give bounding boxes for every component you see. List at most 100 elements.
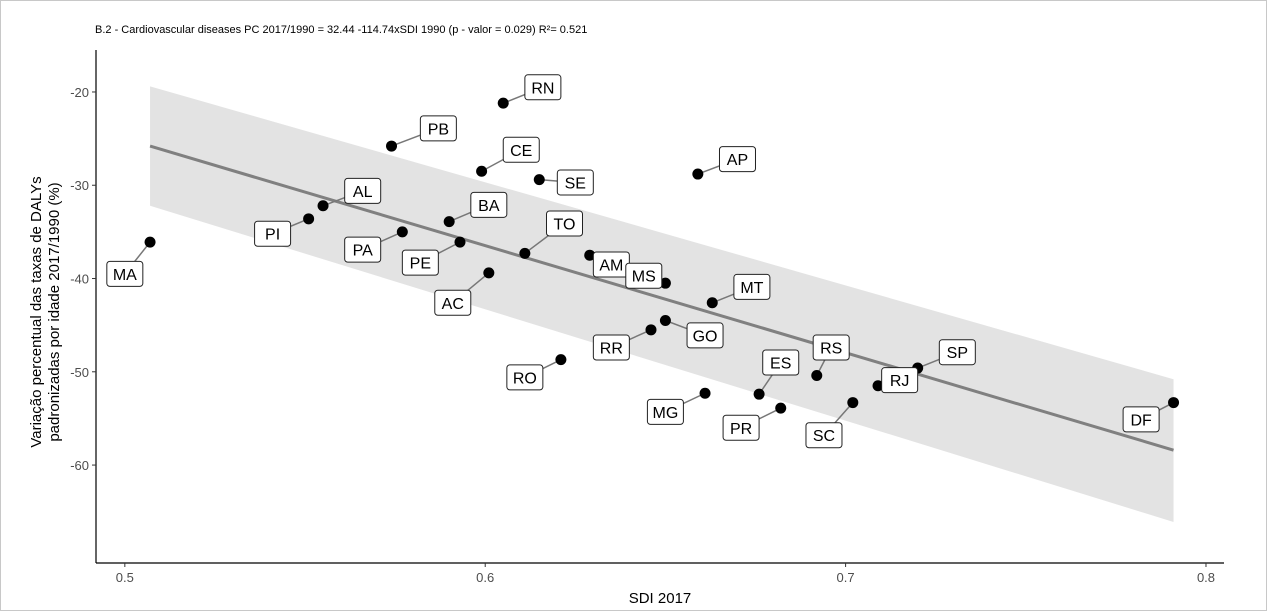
y-tick-label: -20 (70, 85, 89, 100)
label-text-ce: CE (510, 143, 532, 160)
point-pb (386, 140, 398, 152)
label-box-es (762, 349, 800, 376)
label-go: GO (686, 322, 724, 349)
label-text-am: AM (599, 258, 623, 275)
label-ba: BA (470, 191, 508, 218)
label-box-ms (625, 262, 663, 289)
label-box-pi (254, 220, 292, 247)
y-axis-title: Variação percentual das taxas de DALYs p… (28, 176, 63, 447)
label-text-pe: PE (410, 256, 431, 273)
label-box-rj (881, 367, 919, 394)
label-pi: PI (254, 220, 292, 247)
point-rn (497, 97, 509, 109)
label-ma: MA (106, 260, 144, 287)
label-text-rn: RN (531, 80, 554, 97)
confidence-band-layer (150, 86, 1174, 522)
label-pa: PA (344, 236, 382, 263)
label-text-sp: SP (947, 345, 968, 362)
y-tick-label: -60 (70, 458, 89, 473)
label-sc: SC (805, 422, 843, 449)
x-tick-label: 0.6 (476, 570, 494, 585)
label-text-se: SE (565, 175, 586, 192)
label-ro: RO (506, 364, 544, 391)
label-text-df: DF (1130, 412, 1152, 429)
label-text-al: AL (353, 184, 373, 201)
label-box-df (1122, 406, 1160, 433)
point-ce (476, 165, 488, 177)
axis-layer: 0.5 0.6 0.7 0.8 -20 -30 -40 -50 -60 (70, 50, 1224, 585)
point-ba (443, 216, 455, 228)
label-pb: PB (419, 115, 457, 142)
label-box-to (545, 210, 583, 237)
label-ms: MS (625, 262, 663, 289)
label-text-ms: MS (632, 269, 656, 286)
x-tick-label: 0.8 (1197, 570, 1215, 585)
point-rr (645, 324, 657, 336)
point-go (659, 314, 671, 326)
label-box-ma (106, 260, 144, 287)
label-df: DF (1122, 406, 1160, 433)
label-box-rn (524, 74, 562, 101)
label-box-al (344, 177, 382, 204)
point-ap (692, 168, 704, 180)
label-text-go: GO (693, 328, 718, 345)
point-sc (847, 397, 859, 409)
point-label-layer: RN PB CE AP SE AL BA PI PA TO PE MA AM MS AC MT GO RR RO ES… (106, 74, 1160, 449)
label-rj: RJ (881, 367, 919, 394)
label-box-pb (419, 115, 457, 142)
label-box-ba (470, 191, 508, 218)
label-text-es: ES (770, 355, 791, 372)
y-tick-label: -40 (70, 272, 89, 287)
label-box-ac (434, 289, 472, 316)
x-axis-title: SDI 2017 (629, 590, 692, 607)
y-axis-title-line-1: Variação percentual das taxas de DALYs (28, 176, 45, 447)
point-mt (706, 297, 718, 309)
label-ac: AC (434, 289, 472, 316)
y-tick-label: -50 (70, 365, 89, 380)
label-ce: CE (502, 136, 540, 163)
label-box-ro (506, 364, 544, 391)
point-pr (775, 402, 787, 414)
x-tick-label: 0.7 (837, 570, 855, 585)
label-text-mt: MT (740, 280, 763, 297)
label-text-ma: MA (113, 267, 137, 284)
point-am (584, 249, 596, 261)
label-box-sp (938, 339, 976, 366)
point-se (533, 174, 545, 186)
label-text-pa: PA (353, 243, 373, 260)
label-am: AM (592, 251, 630, 278)
label-box-pe (401, 249, 439, 276)
point-ms (659, 277, 671, 289)
label-ap: AP (718, 146, 756, 173)
confidence-band (150, 86, 1174, 522)
point-pe (454, 236, 466, 248)
label-mt: MT (733, 273, 771, 300)
point-ma (144, 236, 156, 248)
point-to (519, 247, 531, 259)
regression-line-layer (149, 144, 1174, 452)
label-text-pr: PR (730, 421, 752, 438)
label-pe: PE (401, 249, 439, 276)
label-box-ap (718, 146, 756, 173)
point-al (317, 200, 329, 212)
chart-title: B.2 - Cardiovascular diseases PC 2017/19… (95, 24, 587, 36)
label-text-to: TO (554, 216, 576, 233)
label-box-ce (502, 136, 540, 163)
label-al: AL (344, 177, 382, 204)
label-box-go (686, 322, 724, 349)
label-sp: SP (938, 339, 976, 366)
label-pr: PR (722, 414, 760, 441)
label-box-pa (344, 236, 382, 263)
data-point-layer (144, 97, 1180, 414)
label-text-pi: PI (265, 227, 280, 244)
label-text-pb: PB (428, 121, 449, 138)
point-pi (303, 213, 315, 225)
label-text-ro: RO (513, 370, 537, 387)
label-box-rr (592, 334, 630, 361)
label-text-sc: SC (813, 428, 835, 445)
point-pa (396, 226, 408, 238)
label-mg: MG (646, 398, 684, 425)
label-to: TO (545, 210, 583, 237)
point-rs (811, 370, 823, 382)
